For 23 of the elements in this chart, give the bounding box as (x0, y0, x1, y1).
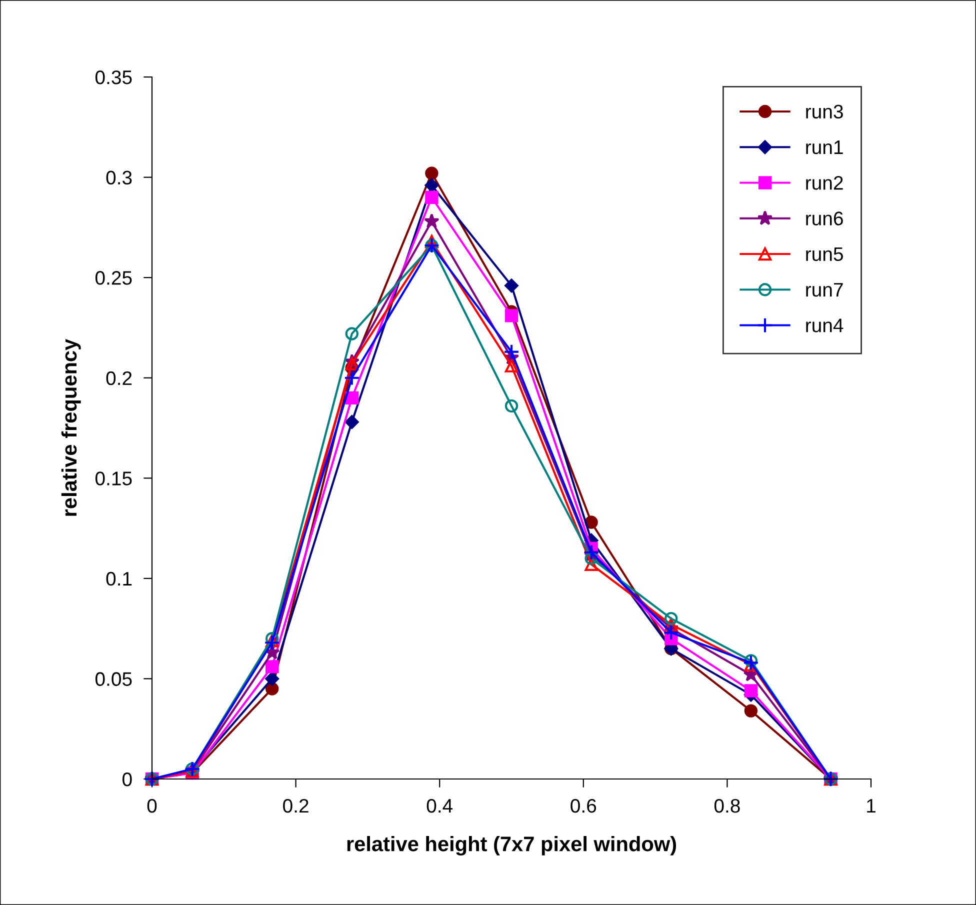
legend-label: run1 (806, 140, 843, 154)
legend-label: run6 (806, 212, 843, 226)
x-tick-label: 0.4 (426, 798, 453, 813)
x-tick-label: 0.8 (714, 798, 740, 813)
y-tick-label: 0.3 (106, 170, 132, 185)
x-tick-label: 0.2 (283, 798, 308, 813)
legend-label: run4 (806, 318, 844, 332)
y-axis-title: relative frequency (61, 338, 81, 516)
y-tick-label: 0.15 (95, 472, 132, 486)
x-axis-title: relative height (7x7 pixel window) (347, 836, 676, 856)
legend-label: run5 (806, 247, 843, 262)
x-tick-label: 0.6 (570, 798, 596, 813)
legend-label: run2 (806, 176, 843, 190)
y-tick-label: 0.1 (106, 572, 132, 586)
legend-label: run7 (806, 283, 843, 297)
y-tick-label: 0.35 (95, 70, 132, 84)
y-tick-label: 0.05 (95, 672, 132, 686)
legend-label: run3 (806, 104, 843, 119)
x-tick-label: 0 (147, 798, 157, 813)
y-tick-label: 0.25 (95, 271, 132, 285)
x-tick-label: 1 (867, 799, 876, 813)
y-tick-label: 0 (122, 772, 132, 786)
y-tick-label: 0.2 (106, 371, 132, 386)
